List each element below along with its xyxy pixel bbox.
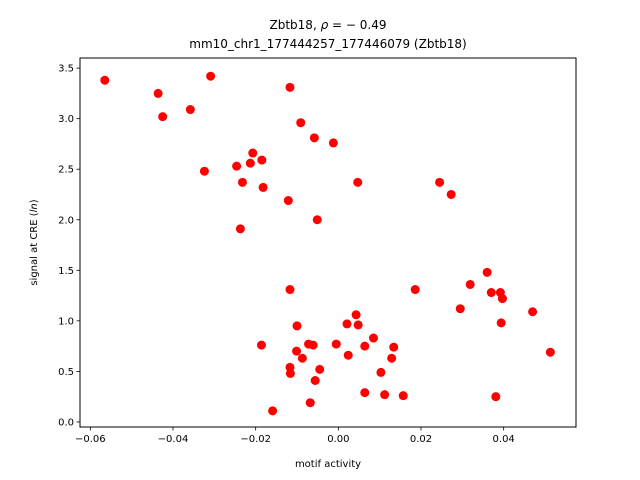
data-point	[237, 177, 247, 187]
data-point	[380, 390, 390, 400]
data-point	[331, 339, 341, 349]
data-point	[258, 182, 268, 192]
data-point	[257, 155, 267, 165]
data-point	[455, 304, 465, 314]
y-tick-label: 2.5	[58, 165, 74, 176]
plot-frame	[79, 57, 577, 428]
data-point	[376, 367, 386, 377]
data-point	[446, 189, 456, 199]
data-point	[435, 177, 445, 187]
y-tick-label: 3.0	[58, 114, 74, 125]
data-point	[342, 319, 352, 329]
data-point	[285, 285, 295, 295]
x-tick-label: −0.06	[75, 434, 106, 445]
data-point	[368, 333, 378, 343]
data-point	[360, 388, 370, 398]
data-point	[308, 340, 318, 350]
data-point	[235, 224, 245, 234]
data-point	[389, 342, 399, 352]
data-point	[268, 406, 278, 416]
data-point	[410, 285, 420, 295]
data-point	[292, 321, 302, 331]
y-tick-label: 3.5	[58, 64, 74, 75]
data-point	[310, 375, 320, 385]
chart-title-line2: mm10_chr1_177444257_177446079 (Zbtb18)	[189, 37, 466, 51]
y-tick-label: 1.5	[58, 266, 74, 277]
data-points	[100, 71, 555, 416]
data-point	[491, 392, 501, 402]
data-point	[305, 398, 315, 408]
x-axis-label: motif activity	[295, 459, 361, 470]
data-point	[309, 133, 319, 143]
data-point	[360, 341, 370, 351]
data-point	[465, 279, 475, 289]
x-tick-label: 0.04	[493, 434, 515, 445]
data-point	[312, 215, 322, 225]
data-point	[545, 347, 555, 357]
data-point	[387, 353, 397, 363]
x-tick-label: 0.02	[410, 434, 432, 445]
data-point	[496, 318, 506, 328]
data-point	[206, 71, 216, 81]
y-tick-label: 0.5	[58, 367, 74, 378]
data-point	[353, 177, 363, 187]
data-point	[153, 88, 163, 98]
data-point	[292, 346, 302, 356]
data-point	[351, 310, 361, 320]
data-point	[256, 340, 266, 350]
data-point	[283, 196, 293, 206]
data-point	[398, 391, 408, 401]
data-point	[296, 118, 306, 128]
y-tick-label: 0.0	[58, 417, 74, 428]
x-tick-label: 0.00	[327, 434, 349, 445]
data-point	[285, 82, 295, 92]
y-axis-label: signal at CRE (ln)	[29, 199, 40, 285]
data-point	[100, 75, 110, 85]
data-point	[486, 288, 496, 298]
data-point	[285, 368, 295, 378]
x-tick-label: −0.02	[240, 434, 271, 445]
data-point	[528, 307, 538, 317]
data-point	[245, 158, 255, 168]
x-tick-label: −0.04	[158, 434, 189, 445]
data-point	[328, 138, 338, 148]
y-tick-label: 2.0	[58, 215, 74, 226]
data-point	[248, 148, 258, 158]
y-tick-label: 1.0	[58, 316, 74, 327]
data-point	[482, 267, 492, 277]
data-point	[353, 320, 363, 330]
data-point	[185, 105, 195, 115]
x-axis-ticks: −0.06 −0.04 −0.02 0.00 0.02 0.04	[75, 427, 515, 445]
data-point	[297, 353, 307, 363]
data-point	[343, 350, 353, 360]
y-axis-ticks: 0.0 0.5 1.0 1.5 2.0 2.5 3.0 3.5	[58, 64, 80, 428]
chart-title-line1: Zbtb18, ρ = − 0.49	[270, 18, 387, 32]
data-point	[232, 161, 242, 171]
data-point	[315, 364, 325, 374]
data-point	[199, 166, 209, 176]
data-point	[497, 294, 507, 304]
data-point	[158, 112, 168, 122]
